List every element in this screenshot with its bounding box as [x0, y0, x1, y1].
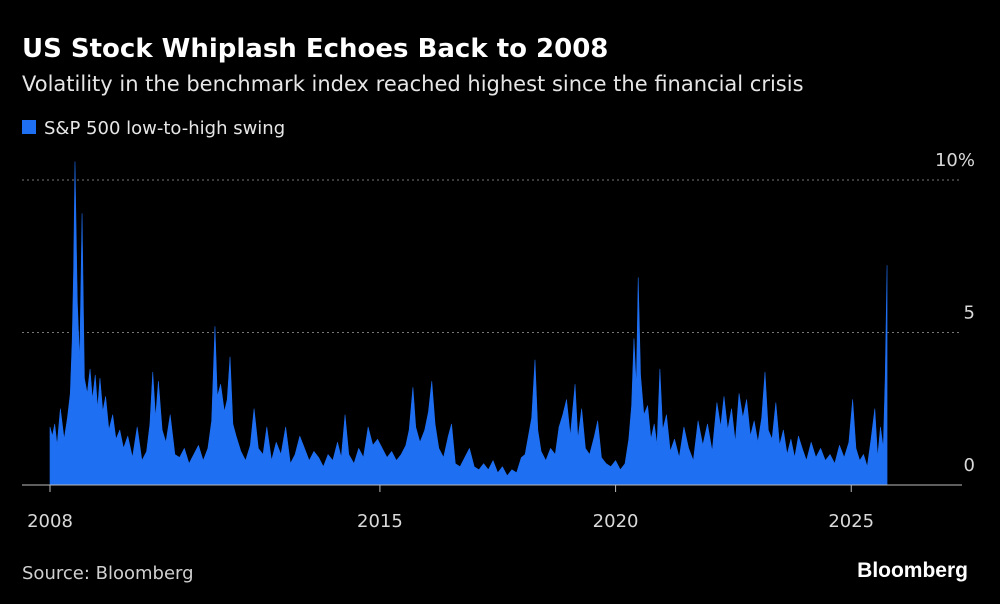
x-tick-label: 2025	[828, 511, 874, 532]
area	[49, 161, 888, 486]
legend-swatch	[22, 120, 36, 134]
x-tick-label: 2008	[27, 511, 73, 532]
chart-title: US Stock Whiplash Echoes Back to 2008	[22, 34, 608, 64]
y-tick-label: 10%	[935, 150, 975, 171]
x-tick-label: 2020	[593, 511, 639, 532]
y-tick-label: 5	[964, 303, 975, 324]
source: Source: Bloomberg	[22, 563, 194, 584]
y-tick-label: 0	[964, 455, 975, 476]
brand-logo: Bloomberg	[857, 559, 968, 582]
chart-subtitle: Volatility in the benchmark index reache…	[22, 72, 804, 96]
legend-label: S&P 500 low-to-high swing	[44, 118, 285, 139]
x-tick-label: 2015	[357, 511, 403, 532]
